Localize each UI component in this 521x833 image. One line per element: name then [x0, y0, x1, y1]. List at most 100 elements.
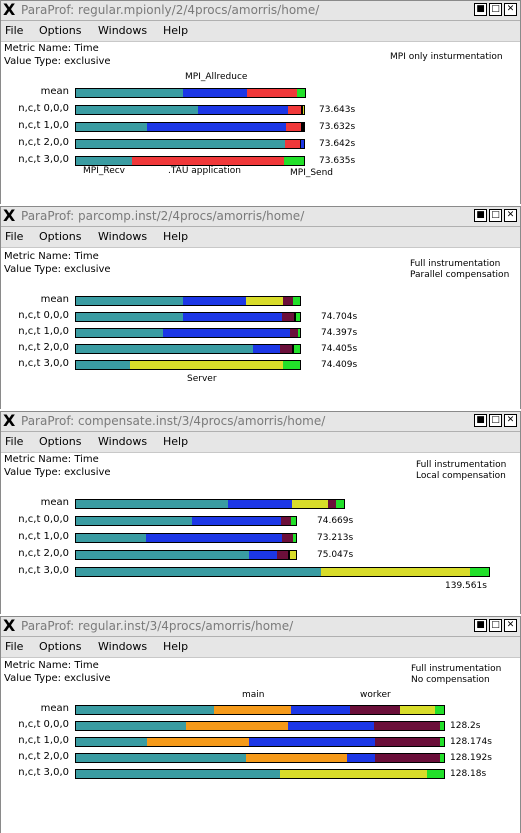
stacked-bar[interactable]: [75, 328, 301, 338]
bar-segment-red[interactable]: [287, 106, 302, 114]
bar-segment-maroon[interactable]: [374, 738, 440, 746]
bar-segment-black[interactable]: [292, 345, 295, 353]
bar-segment-teal[interactable]: [76, 551, 250, 559]
bar-segment-green[interactable]: [297, 89, 305, 97]
bar-segment-black[interactable]: [288, 551, 291, 559]
bar-segment-teal[interactable]: [76, 361, 131, 369]
bar-segment-red[interactable]: [284, 140, 300, 148]
bar-segment-blue[interactable]: [347, 754, 375, 762]
bar-segment-blue[interactable]: [228, 500, 292, 508]
bar-segment-green[interactable]: [426, 770, 444, 778]
stacked-bar[interactable]: [75, 533, 297, 543]
bar-segment-yellow[interactable]: [290, 551, 296, 559]
bar-segment-maroon[interactable]: [280, 517, 292, 525]
stacked-bar[interactable]: [75, 737, 445, 747]
stacked-bar[interactable]: [75, 344, 301, 354]
menu-windows[interactable]: Windows: [98, 230, 148, 243]
bar-segment-green[interactable]: [297, 329, 300, 337]
stacked-bar[interactable]: [75, 769, 445, 779]
stacked-bar[interactable]: [75, 105, 305, 115]
bar-segment-teal[interactable]: [76, 313, 184, 321]
menu-windows[interactable]: Windows: [98, 640, 148, 653]
bar-segment-yellow[interactable]: [246, 297, 284, 305]
title-bar[interactable]: X ParaProf: regular.mpionly/2/4procs/amo…: [1, 1, 520, 21]
bar-segment-blue[interactable]: [183, 297, 247, 305]
bar-segment-blue[interactable]: [248, 738, 375, 746]
bar-segment-green[interactable]: [293, 534, 296, 542]
close-button[interactable]: ✕: [504, 414, 517, 427]
bar-segment-yellow[interactable]: [280, 770, 427, 778]
bar-segment-teal[interactable]: [76, 140, 285, 148]
bar-segment-blue[interactable]: [291, 706, 351, 714]
bar-segment-blue[interactable]: [191, 517, 281, 525]
bar-segment-teal[interactable]: [76, 534, 146, 542]
stacked-bar[interactable]: [75, 296, 301, 306]
bar-segment-blue[interactable]: [198, 106, 288, 114]
bar-segment-green[interactable]: [284, 157, 304, 165]
menu-file[interactable]: File: [5, 24, 24, 37]
bar-segment-teal[interactable]: [76, 568, 321, 576]
bar-segment-maroon[interactable]: [276, 551, 289, 559]
bar-segment-orange[interactable]: [186, 722, 288, 730]
bar-segment-teal[interactable]: [76, 123, 147, 131]
stacked-bar[interactable]: [75, 122, 305, 132]
bar-segment-teal[interactable]: [76, 106, 199, 114]
bar-segment-maroon[interactable]: [373, 722, 440, 730]
menu-options[interactable]: Options: [39, 230, 82, 243]
title-bar[interactable]: X ParaProf: regular.inst/3/4procs/amorri…: [1, 617, 520, 637]
stacked-bar[interactable]: [75, 139, 305, 149]
menu-windows[interactable]: Windows: [98, 435, 148, 448]
stacked-bar[interactable]: [75, 156, 305, 166]
bar-segment-maroon[interactable]: [374, 754, 440, 762]
bar-segment-green[interactable]: [439, 754, 444, 762]
bar-segment-blue[interactable]: [253, 345, 281, 353]
bar-segment-teal[interactable]: [76, 329, 163, 337]
bar-segment-teal[interactable]: [76, 738, 147, 746]
menu-help[interactable]: Help: [163, 640, 189, 653]
bar-segment-red[interactable]: [286, 123, 302, 131]
minimize-button[interactable]: ■: [474, 414, 487, 427]
stacked-bar[interactable]: [75, 88, 306, 98]
bar-segment-maroon[interactable]: [282, 534, 294, 542]
bar-segment-blue[interactable]: [249, 551, 277, 559]
bar-segment-green[interactable]: [291, 517, 296, 525]
bar-segment-green[interactable]: [439, 722, 444, 730]
bar-segment-green[interactable]: [439, 738, 444, 746]
bar-segment-maroon[interactable]: [350, 706, 400, 714]
bar-segment-maroon[interactable]: [280, 345, 293, 353]
bar-segment-teal[interactable]: [76, 754, 246, 762]
bar-segment-red[interactable]: [247, 89, 298, 97]
stacked-bar[interactable]: [75, 550, 297, 560]
bar-segment-blue[interactable]: [146, 123, 287, 131]
bar-segment-maroon[interactable]: [289, 329, 298, 337]
bar-segment-red[interactable]: [132, 157, 285, 165]
minimize-button[interactable]: ■: [474, 619, 487, 632]
menu-options[interactable]: Options: [39, 435, 82, 448]
maximize-button[interactable]: □: [489, 414, 502, 427]
bar-segment-teal[interactable]: [76, 500, 228, 508]
bar-segment-blue[interactable]: [145, 534, 283, 542]
bar-segment-teal[interactable]: [76, 157, 133, 165]
minimize-button[interactable]: ■: [474, 3, 487, 16]
stacked-bar[interactable]: [75, 721, 445, 731]
bar-segment-black[interactable]: [299, 140, 302, 148]
stacked-bar[interactable]: [75, 312, 301, 322]
bar-segment-orange[interactable]: [245, 754, 348, 762]
maximize-button[interactable]: □: [489, 209, 502, 222]
bar-segment-teal[interactable]: [76, 770, 281, 778]
minimize-button[interactable]: ■: [474, 209, 487, 222]
bar-segment-teal[interactable]: [76, 89, 184, 97]
menu-options[interactable]: Options: [39, 24, 82, 37]
menu-windows[interactable]: Windows: [98, 24, 148, 37]
bar-segment-green[interactable]: [470, 568, 489, 576]
bar-segment-blue[interactable]: [287, 722, 374, 730]
bar-segment-green[interactable]: [295, 313, 300, 321]
menu-help[interactable]: Help: [163, 24, 189, 37]
close-button[interactable]: ✕: [504, 619, 517, 632]
bar-segment-black[interactable]: [301, 106, 303, 114]
bar-segment-blue[interactable]: [183, 313, 283, 321]
title-bar[interactable]: X ParaProf: parcomp.inst/2/4procs/amorri…: [1, 207, 520, 227]
bar-segment-green[interactable]: [336, 500, 344, 508]
bar-segment-orange[interactable]: [214, 706, 292, 714]
stacked-bar[interactable]: [75, 753, 445, 763]
